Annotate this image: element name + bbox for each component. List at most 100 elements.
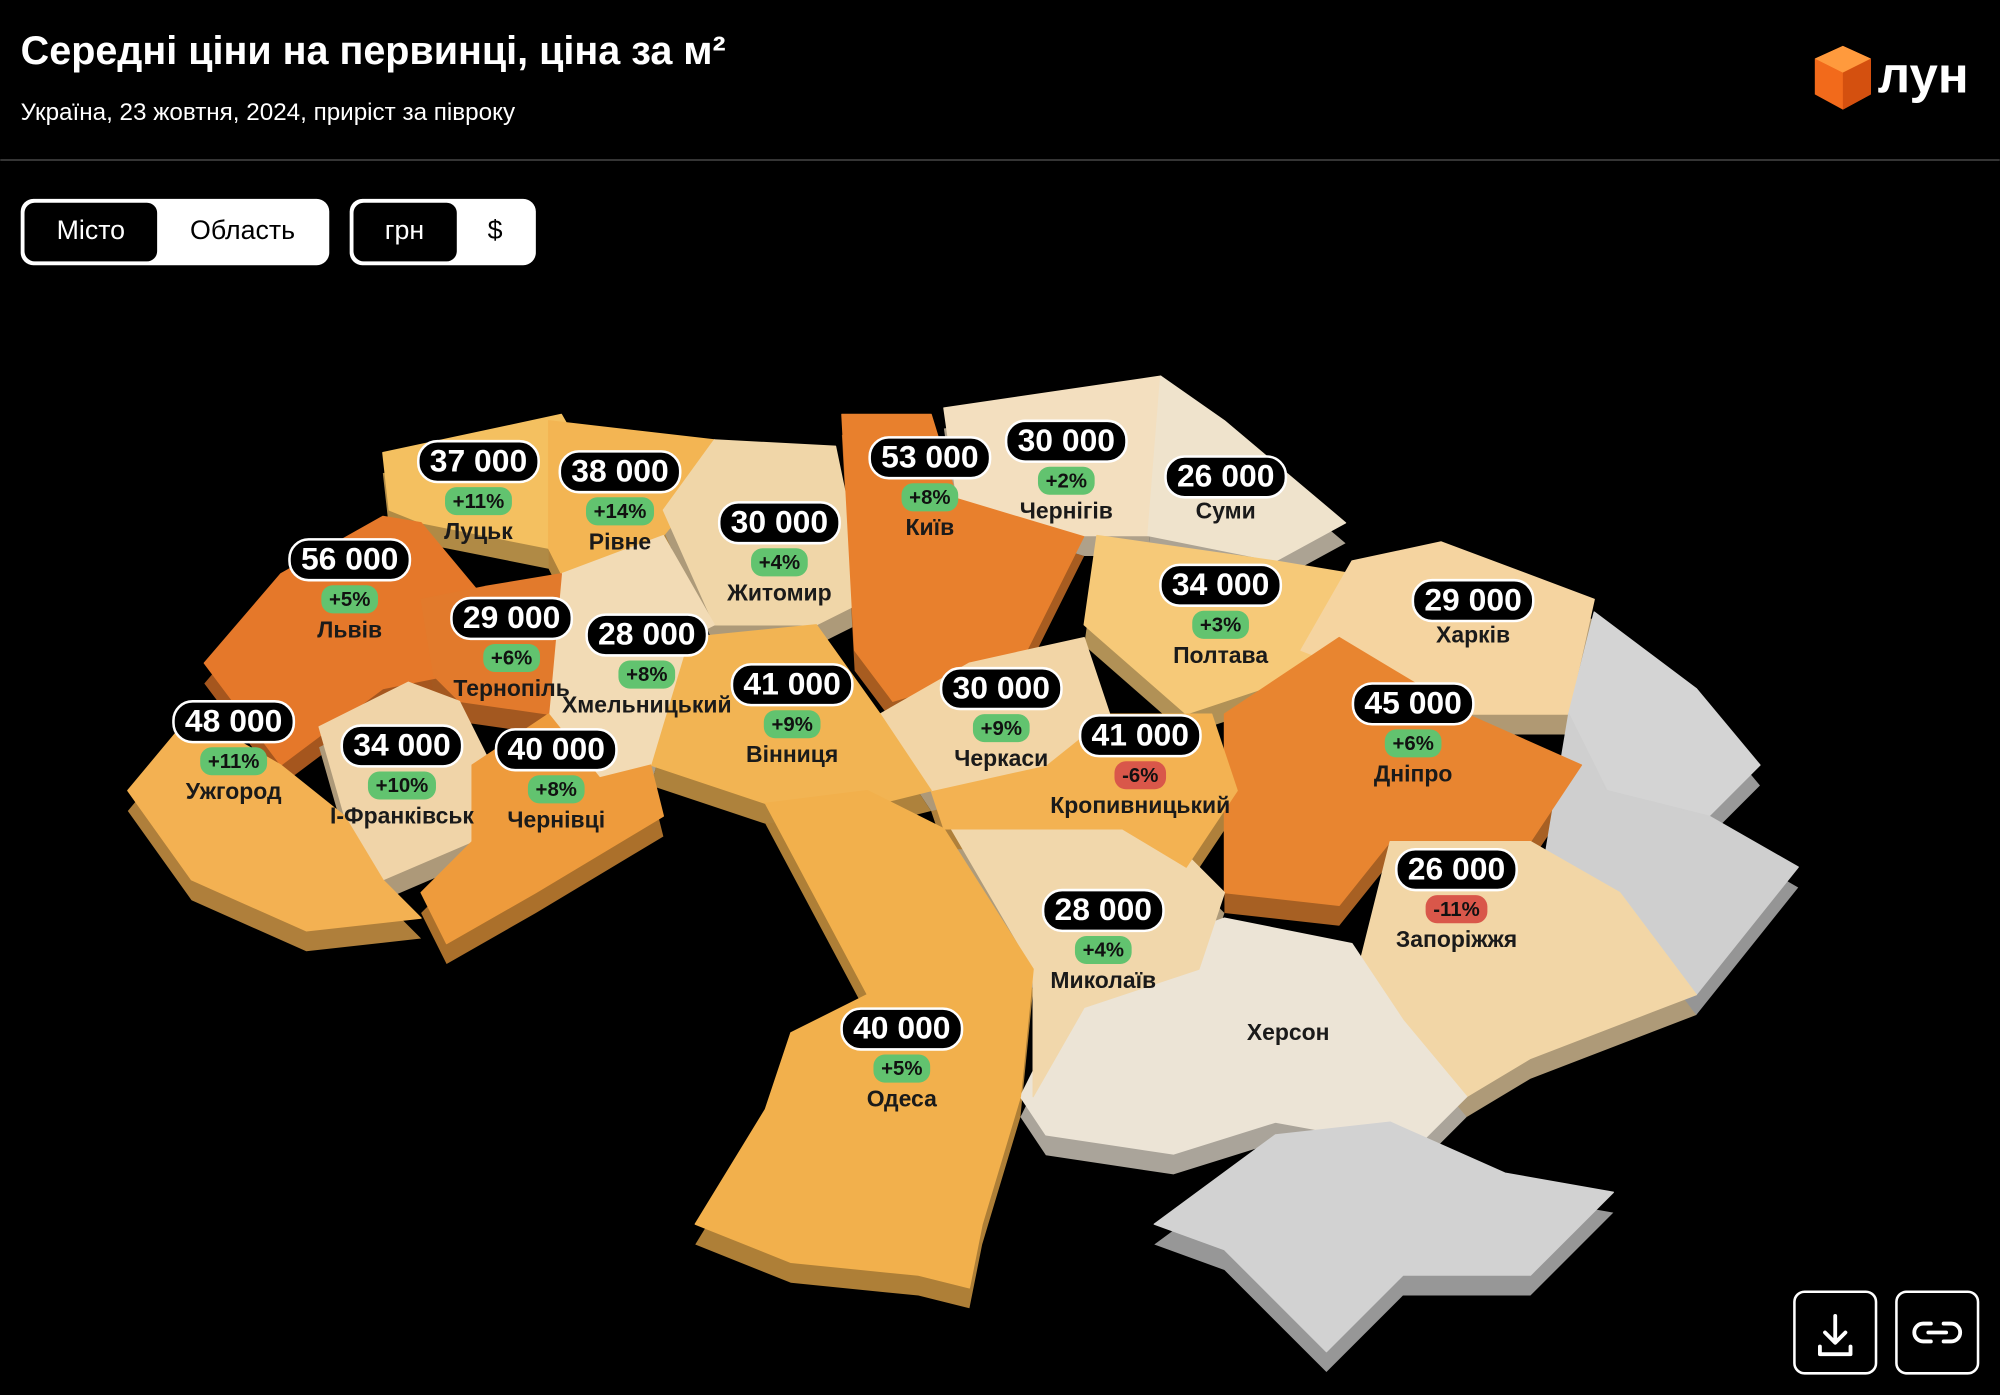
title: Середні ціни на первинці, ціна за м² <box>21 29 726 73</box>
price-pill <box>1078 714 1202 758</box>
region-label[interactable]: 29 000 +6% Тернопіль <box>450 596 574 701</box>
price: 34 000 <box>353 727 450 763</box>
logo-cube-top <box>1814 45 1871 73</box>
region-label[interactable]: 34 000 +3% Полтава <box>1159 563 1283 668</box>
change: -11% <box>1433 899 1479 921</box>
change: +8% <box>626 664 667 686</box>
change: +6% <box>1392 733 1433 755</box>
link-button[interactable] <box>1895 1290 1980 1375</box>
price: 30 000 <box>1018 422 1115 458</box>
region-label[interactable]: 38 000 +14% Рівне <box>558 450 682 554</box>
city-name: Житомир <box>726 579 832 605</box>
city-name: Полтава <box>1173 642 1268 668</box>
change-pill <box>1192 610 1249 639</box>
logo-text: лун <box>1878 47 1969 104</box>
region-label[interactable]: 53 000 +8% Київ <box>868 436 992 540</box>
price: 37 000 <box>430 442 527 478</box>
change: +11% <box>453 491 505 513</box>
city-name: Кропивницький <box>1050 792 1230 818</box>
change-pill <box>901 483 959 512</box>
change-pill <box>527 775 585 804</box>
price: 29 000 <box>463 599 560 635</box>
city-name: Херсон <box>1247 1019 1330 1045</box>
map <box>127 375 1799 1353</box>
price: 48 000 <box>185 702 282 738</box>
price-pill <box>416 439 540 484</box>
toggle-active[interactable] <box>353 202 457 262</box>
price: 29 000 <box>1424 581 1521 617</box>
toggle-active[interactable] <box>24 202 158 262</box>
change: +4% <box>1083 940 1124 962</box>
price: 30 000 <box>731 504 828 540</box>
city-name: Суми <box>1196 498 1256 524</box>
region-shape <box>1153 1121 1614 1353</box>
price: 34 000 <box>1172 566 1269 602</box>
price-pill <box>1411 578 1535 623</box>
subtitle: Україна, 23 жовтня, 2024, приріст за пів… <box>21 99 516 126</box>
city-name: Чернівці <box>507 806 605 832</box>
region-label[interactable]: 28 000 +8% Хмельницький <box>562 613 732 718</box>
region-shape <box>841 413 1085 702</box>
change: +9% <box>981 718 1022 740</box>
change-pill <box>1114 761 1167 790</box>
toggle-option[interactable]: грн <box>385 215 424 245</box>
change-pill <box>585 497 655 526</box>
region-label[interactable]: 28 000 +4% Миколаїв <box>1041 888 1165 993</box>
change: +3% <box>1200 614 1241 636</box>
price-pill <box>1004 419 1128 463</box>
toggle-option[interactable]: $ <box>488 215 503 245</box>
region-label[interactable]: 37 000 +11% Луцьк <box>416 439 540 544</box>
price-pill <box>558 450 682 494</box>
change: +5% <box>329 589 370 611</box>
toggle-option[interactable]: Область <box>190 215 295 245</box>
region-label[interactable]: 40 000 +5% Одеса <box>840 1007 964 1112</box>
region-label[interactable]: 26 000 -11% Запоріжжя <box>1395 847 1518 952</box>
change-pill <box>1037 466 1095 495</box>
price: 45 000 <box>1364 685 1461 721</box>
download-icon <box>1818 1314 1853 1357</box>
price-pill <box>717 501 841 545</box>
city-name: Одеса <box>867 1086 937 1112</box>
logo[interactable]: лун <box>1814 45 1969 110</box>
region-label[interactable]: 41 000 -6% Кропивницький <box>1050 714 1230 818</box>
change-pill <box>1074 935 1132 965</box>
city-name: Хмельницький <box>562 691 732 717</box>
change: -6% <box>1122 765 1158 787</box>
region-label[interactable]: 29 000 Харків <box>1411 578 1535 647</box>
price-pill <box>868 436 992 480</box>
city-name: Харків <box>1436 621 1510 647</box>
city-name: Вінниця <box>746 741 838 767</box>
download-button[interactable] <box>1793 1290 1878 1375</box>
price-pill <box>1164 455 1288 499</box>
price-pill <box>730 663 854 707</box>
region-label[interactable]: Херсон <box>1247 1019 1330 1045</box>
city-name: Львів <box>317 616 382 642</box>
region-label[interactable]: 30 000 +4% Житомир <box>717 501 841 605</box>
change-pill <box>1384 729 1442 758</box>
region-label[interactable]: 26 000 Суми <box>1164 455 1288 524</box>
region-label[interactable]: 34 000 +10% І-Франківськ <box>330 724 474 829</box>
change: +8% <box>909 487 950 509</box>
city-name: Тернопіль <box>453 675 569 701</box>
change-pill <box>445 487 512 516</box>
change-pill <box>763 710 821 739</box>
region-label[interactable]: 30 000 +2% Чернігів <box>1004 419 1128 524</box>
city-name: Рівне <box>589 528 651 554</box>
region-label[interactable]: 41 000 +9% Вінниця <box>730 663 854 767</box>
toggle-option[interactable]: Місто <box>57 215 125 245</box>
price: 38 000 <box>571 452 668 488</box>
area-toggle: Місто Область <box>20 198 330 266</box>
price: 28 000 <box>1055 891 1152 927</box>
city-name: Ужгород <box>186 778 282 804</box>
change-pill <box>751 548 808 577</box>
price-pill <box>288 538 412 582</box>
price-pill <box>840 1007 964 1051</box>
region-label[interactable]: 56 000 +5% Львів <box>288 538 412 642</box>
city-name: Луцьк <box>444 518 513 544</box>
region-label[interactable]: 40 000 +8% Чернівці <box>494 728 618 832</box>
region-label[interactable]: 48 000 +11% Ужгород <box>172 700 296 804</box>
price: 26 000 <box>1408 850 1505 886</box>
change: +5% <box>881 1058 922 1080</box>
region-label[interactable]: 45 000 +6% Дніпро <box>1351 682 1475 786</box>
region-label[interactable]: 30 000 +9% Черкаси <box>939 666 1063 771</box>
